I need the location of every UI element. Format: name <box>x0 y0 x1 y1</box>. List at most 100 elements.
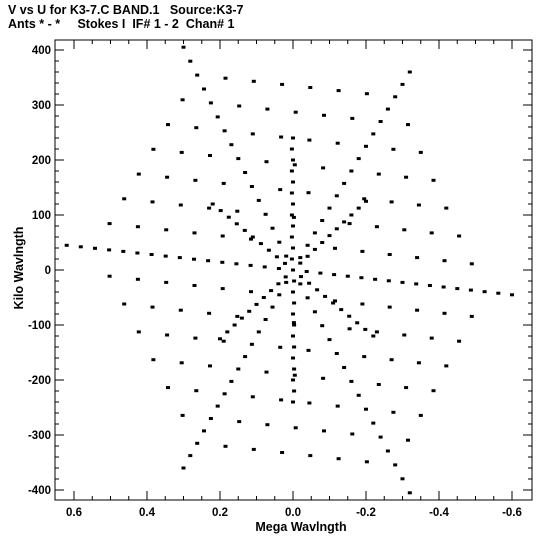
uv-point <box>263 212 268 216</box>
uv-point <box>335 141 340 145</box>
uv-point <box>249 237 253 241</box>
uv-point <box>269 289 274 293</box>
uv-point <box>327 338 332 342</box>
uv-point <box>221 339 226 343</box>
uv-point <box>136 330 141 334</box>
uv-point <box>278 345 283 349</box>
uv-point <box>93 246 97 250</box>
uv-point <box>279 135 284 139</box>
uv-point <box>239 316 244 320</box>
uv-point <box>374 330 379 334</box>
uv-point <box>444 364 449 368</box>
uv-point <box>178 203 183 207</box>
uv-point <box>431 389 436 393</box>
uv-point <box>206 259 211 263</box>
uv-point <box>251 447 256 451</box>
uv-point <box>389 358 394 362</box>
uv-point <box>178 308 183 312</box>
uv-point <box>247 309 252 313</box>
uv-point <box>270 226 275 230</box>
uv-point <box>188 59 193 63</box>
y-tick-label: 100 <box>32 210 51 222</box>
uv-point <box>223 76 228 80</box>
uv-point <box>283 275 288 279</box>
uv-point <box>320 324 325 328</box>
uv-point <box>350 432 355 436</box>
uv-point <box>181 45 186 49</box>
uv-point <box>400 82 405 86</box>
uv-point <box>163 254 168 258</box>
uv-point <box>293 110 298 114</box>
uv-point <box>364 407 368 411</box>
uv-point <box>315 288 320 292</box>
uv-point <box>349 379 354 383</box>
uv-point <box>107 274 112 278</box>
uv-point <box>429 231 434 235</box>
uv-point <box>291 202 295 206</box>
uv-point <box>215 115 220 119</box>
uv-point <box>248 263 253 267</box>
uv-point <box>226 215 231 219</box>
uv-point <box>193 178 198 182</box>
uv-point <box>250 132 255 136</box>
uv-point <box>289 257 294 261</box>
uv-point <box>202 87 206 91</box>
uv-point <box>404 386 409 390</box>
uv-point <box>179 150 184 154</box>
uv-point <box>350 116 355 120</box>
uv-point <box>234 222 239 226</box>
uv-point <box>349 213 354 217</box>
uv-point <box>307 138 312 142</box>
uv-point <box>207 206 212 210</box>
uv-point <box>277 240 282 244</box>
uv-point <box>292 279 297 283</box>
uv-point <box>291 321 296 325</box>
uv-point <box>179 361 184 365</box>
uv-point <box>243 355 248 359</box>
uv-point <box>482 290 487 294</box>
uv-point <box>292 163 297 167</box>
uv-point <box>444 206 449 210</box>
uv-point <box>291 215 296 219</box>
uv-point <box>407 491 412 495</box>
uv-point <box>291 334 295 338</box>
uv-point <box>166 123 170 127</box>
uv-point <box>221 181 226 185</box>
uv-point <box>362 197 367 201</box>
uv-point <box>308 454 313 458</box>
uv-point <box>165 175 170 179</box>
uv-point <box>236 367 241 371</box>
uv-point <box>291 312 295 316</box>
uv-point <box>442 259 447 263</box>
uv-point <box>164 228 169 232</box>
uv-point <box>284 254 289 258</box>
uv-point <box>336 89 341 93</box>
y-tick-label: -400 <box>28 485 51 497</box>
uv-point <box>194 126 199 130</box>
uv-point <box>265 107 270 111</box>
uv-point <box>136 172 141 176</box>
uv-point <box>416 361 421 365</box>
uv-point <box>250 235 255 239</box>
uv-point <box>364 92 369 96</box>
uv-point <box>331 301 336 305</box>
uv-point <box>195 441 200 445</box>
uv-point <box>256 330 261 334</box>
uv-point <box>78 245 83 249</box>
uv-point <box>242 228 247 232</box>
uv-point <box>400 280 405 284</box>
uv-point <box>291 158 295 162</box>
uv-point <box>292 367 297 371</box>
uv-point <box>306 191 311 195</box>
uv-point <box>299 275 303 279</box>
uv-point <box>263 318 268 321</box>
uv-point <box>321 166 326 170</box>
uv-point <box>298 282 303 286</box>
uv-point <box>218 209 223 213</box>
uv-point <box>291 356 295 360</box>
uv-point <box>441 285 446 289</box>
uv-point <box>220 234 225 238</box>
uv-point <box>181 466 186 470</box>
uv-point <box>312 231 317 235</box>
uv-point <box>305 296 310 300</box>
